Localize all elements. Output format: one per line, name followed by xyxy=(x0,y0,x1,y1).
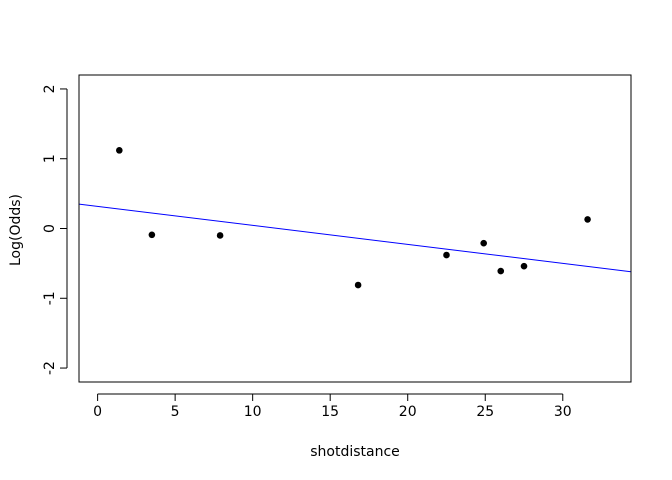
regression-line xyxy=(79,203,631,273)
x-tick-label: 5 xyxy=(171,404,180,420)
data-point xyxy=(497,267,505,275)
x-tick-label: 25 xyxy=(476,404,494,420)
y-tick-label: -2 xyxy=(42,361,58,375)
y-axis-title: Log(Odds) xyxy=(8,194,24,266)
data-point xyxy=(116,147,123,154)
data-point xyxy=(216,232,224,239)
data-point xyxy=(354,281,362,289)
y-tick-label: 0 xyxy=(42,224,58,233)
data-point xyxy=(480,239,487,247)
x-tick-label: 15 xyxy=(321,404,339,420)
x-axis-title: shotdistance xyxy=(310,444,400,460)
y-tick-label: 1 xyxy=(42,154,58,163)
plot-area xyxy=(78,74,632,383)
data-point xyxy=(148,231,156,239)
y-axis: -2 -1 0 1 2 xyxy=(42,84,68,375)
x-axis: 0 5 10 15 20 25 30 xyxy=(93,393,572,420)
data-point xyxy=(443,251,450,259)
data-point xyxy=(520,262,528,270)
x-tick-label: 0 xyxy=(93,404,102,420)
plot-frame xyxy=(78,74,632,383)
x-tick-label: 10 xyxy=(244,404,262,420)
y-tick-label: 2 xyxy=(42,84,58,93)
x-tick-label: 30 xyxy=(554,404,572,420)
y-tick-label: -1 xyxy=(42,291,58,305)
data-point xyxy=(584,216,591,223)
x-tick-label: 20 xyxy=(399,404,417,420)
